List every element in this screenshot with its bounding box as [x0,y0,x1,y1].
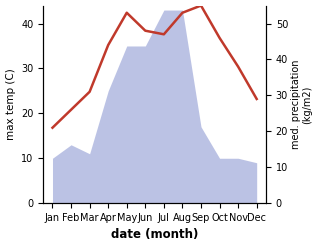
X-axis label: date (month): date (month) [111,228,198,242]
Y-axis label: max temp (C): max temp (C) [5,68,16,140]
Y-axis label: med. precipitation
(kg/m2): med. precipitation (kg/m2) [291,60,313,149]
